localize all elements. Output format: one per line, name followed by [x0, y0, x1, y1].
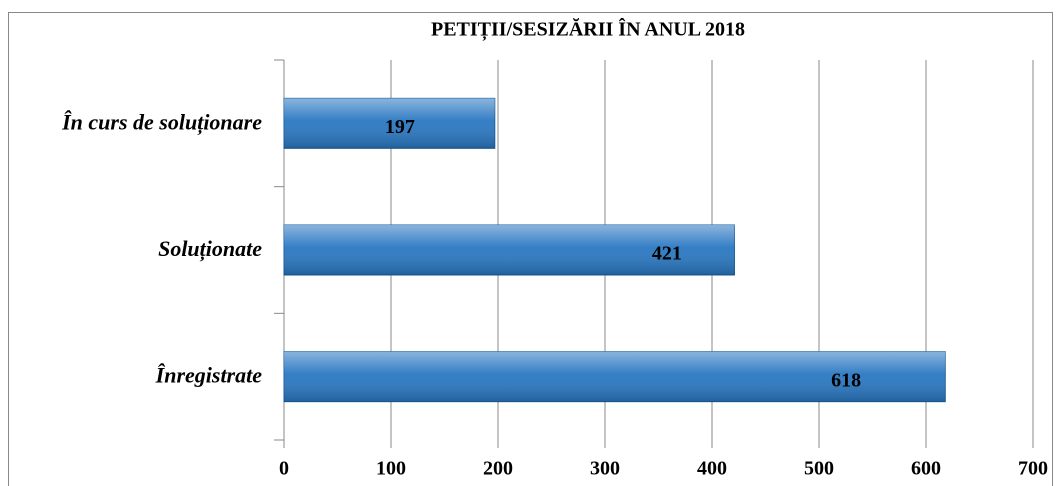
- x-tick-label: 400: [697, 458, 727, 480]
- x-tick-label: 600: [911, 458, 941, 480]
- x-tick-label: 700: [1018, 458, 1048, 480]
- x-tick-label: 100: [376, 458, 406, 480]
- bar-shine: [284, 351, 946, 402]
- x-tick-label: 300: [590, 458, 620, 480]
- chart-frame: [8, 12, 1053, 486]
- data-label: 197: [385, 116, 415, 138]
- y-tick-label: Înregistrate: [155, 363, 263, 388]
- chart-title: PETIȚII/SESIZĂRII ÎN ANUL 2018: [431, 17, 745, 42]
- y-tick-label: Soluționate: [158, 236, 262, 262]
- data-label: 618: [831, 369, 861, 391]
- x-tick-label: 500: [804, 458, 834, 480]
- bar-shine: [284, 225, 735, 275]
- x-tick-label: 200: [483, 458, 513, 480]
- x-tick-label: 0: [279, 458, 289, 480]
- bar-shine: [284, 98, 495, 149]
- y-tick-label: În curs de soluționare: [61, 109, 262, 135]
- data-label: 421: [652, 243, 682, 265]
